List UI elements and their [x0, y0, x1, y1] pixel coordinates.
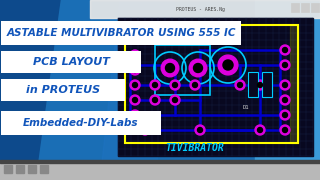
- Text: ASTABLE MULTIVIBRATOR USING 555 IC: ASTABLE MULTIVIBRATOR USING 555 IC: [6, 28, 236, 38]
- Circle shape: [153, 98, 157, 102]
- Circle shape: [172, 82, 178, 87]
- Circle shape: [146, 33, 150, 37]
- Circle shape: [130, 95, 140, 105]
- Bar: [290, 25, 298, 143]
- Bar: [28, 165, 36, 173]
- Circle shape: [283, 62, 287, 68]
- Circle shape: [255, 80, 265, 90]
- Circle shape: [132, 112, 138, 118]
- Bar: [118, 18, 313, 156]
- Circle shape: [161, 59, 179, 77]
- Circle shape: [132, 53, 138, 57]
- Bar: [0, 160, 320, 163]
- Bar: [301, 3, 309, 12]
- Text: Embedded-DIY-Labs: Embedded-DIY-Labs: [23, 118, 139, 128]
- Circle shape: [170, 80, 180, 90]
- Bar: [4, 165, 12, 173]
- Circle shape: [197, 127, 203, 132]
- Circle shape: [280, 110, 290, 120]
- FancyBboxPatch shape: [1, 51, 141, 73]
- Circle shape: [130, 80, 140, 90]
- Circle shape: [142, 127, 148, 132]
- Circle shape: [280, 95, 290, 105]
- Circle shape: [283, 98, 287, 102]
- Bar: [40, 165, 48, 173]
- Bar: [262, 72, 272, 97]
- Circle shape: [132, 82, 138, 87]
- Circle shape: [223, 60, 233, 70]
- FancyBboxPatch shape: [1, 21, 241, 45]
- Circle shape: [194, 64, 203, 73]
- Circle shape: [190, 80, 200, 90]
- Circle shape: [172, 98, 178, 102]
- Text: TIVIBRATOR: TIVIBRATOR: [166, 143, 224, 153]
- Circle shape: [140, 125, 150, 135]
- Circle shape: [237, 82, 243, 87]
- Text: PCB LAYOUT: PCB LAYOUT: [33, 57, 109, 67]
- Circle shape: [255, 125, 265, 135]
- Circle shape: [143, 30, 153, 40]
- Bar: [125, 25, 298, 143]
- Circle shape: [150, 80, 160, 90]
- Circle shape: [130, 50, 140, 60]
- Circle shape: [280, 45, 290, 55]
- Circle shape: [132, 68, 138, 73]
- Bar: [0, 163, 320, 180]
- Bar: [16, 165, 24, 173]
- Circle shape: [283, 112, 287, 118]
- Bar: [311, 3, 319, 12]
- Bar: [291, 3, 299, 12]
- Polygon shape: [100, 0, 175, 180]
- Bar: [90, 0, 320, 18]
- Bar: [255, 0, 320, 180]
- Circle shape: [132, 33, 138, 37]
- Circle shape: [172, 33, 178, 37]
- FancyBboxPatch shape: [1, 79, 125, 101]
- Circle shape: [283, 127, 287, 132]
- Circle shape: [258, 82, 262, 87]
- FancyBboxPatch shape: [1, 111, 161, 135]
- Circle shape: [150, 95, 160, 105]
- Circle shape: [280, 125, 290, 135]
- Circle shape: [157, 30, 167, 40]
- Text: in PROTEUS: in PROTEUS: [26, 85, 100, 95]
- Circle shape: [280, 60, 290, 70]
- Circle shape: [258, 127, 262, 132]
- Circle shape: [218, 55, 238, 75]
- Circle shape: [130, 30, 140, 40]
- Bar: [155, 45, 210, 95]
- Circle shape: [189, 59, 207, 77]
- Circle shape: [283, 82, 287, 87]
- Bar: [248, 72, 258, 97]
- Circle shape: [193, 82, 197, 87]
- Circle shape: [235, 80, 245, 90]
- Circle shape: [159, 33, 164, 37]
- Circle shape: [130, 65, 140, 75]
- Circle shape: [132, 98, 138, 102]
- Circle shape: [283, 48, 287, 53]
- Circle shape: [165, 64, 174, 73]
- Circle shape: [170, 30, 180, 40]
- Text: D1: D1: [243, 105, 250, 110]
- Circle shape: [170, 95, 180, 105]
- Circle shape: [130, 110, 140, 120]
- Circle shape: [195, 125, 205, 135]
- Polygon shape: [0, 0, 60, 180]
- Circle shape: [280, 80, 290, 90]
- Circle shape: [153, 82, 157, 87]
- Text: PROTEUS - ARES.Ng: PROTEUS - ARES.Ng: [176, 8, 224, 12]
